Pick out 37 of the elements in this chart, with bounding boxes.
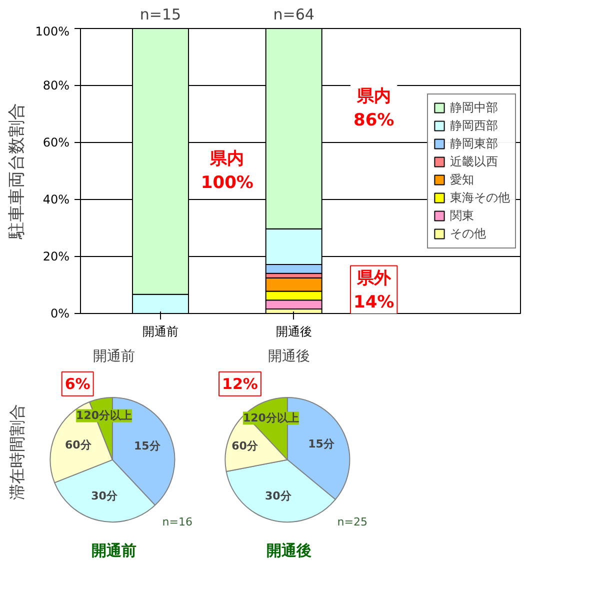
text: 開通前 (92, 542, 136, 560)
text: n=25 (337, 515, 368, 528)
annotation: 県外 14% (353, 268, 394, 313)
legend-label: 静岡西部 (450, 117, 498, 134)
legend-label: 東海その他 (450, 189, 510, 206)
slice-label: 15分 (134, 440, 162, 453)
legend-label: 静岡中部 (450, 99, 498, 116)
legend-label: その他 (450, 225, 486, 242)
text: 滞在時間割合 (8, 404, 26, 500)
slice-label: 15分 (308, 437, 336, 450)
data-label: 6% (64, 374, 90, 393)
text: 開通後 (266, 542, 312, 560)
slice-label: 60分 (232, 439, 259, 452)
slice-label: 60分 (65, 438, 92, 452)
y-tick-label: 20% (42, 250, 70, 264)
annotation: 県内 100% (200, 149, 254, 193)
y-tick-label: 60% (42, 136, 70, 150)
y-tick-label: 80% (42, 78, 70, 92)
legend-label: 関東 (450, 207, 474, 224)
text: 開通後 (276, 324, 312, 338)
text: n=16 (162, 515, 192, 528)
slice-label: 120分以上 (76, 409, 132, 422)
slice-label: 120分以上 (242, 412, 299, 425)
data-label: 12% (222, 374, 258, 393)
annotation: 県内 86% (353, 86, 394, 130)
text: 開通前 (142, 324, 178, 338)
legend-label: 近畿以西 (450, 153, 498, 170)
annotation: n=15 (140, 5, 182, 24)
y-tick-label: 0% (50, 306, 70, 320)
y-tick-label: 40% (42, 192, 70, 206)
legend-label: 静岡東部 (450, 135, 498, 152)
annotation: n=64 (273, 5, 314, 24)
legend-label: 愛知 (450, 171, 474, 188)
slice-label: 30分 (265, 489, 292, 502)
slice-label: 30分 (91, 490, 118, 503)
y-tick-label: 100% (35, 24, 70, 38)
y-axis-title: 駐車車両台数割合 (7, 103, 28, 240)
